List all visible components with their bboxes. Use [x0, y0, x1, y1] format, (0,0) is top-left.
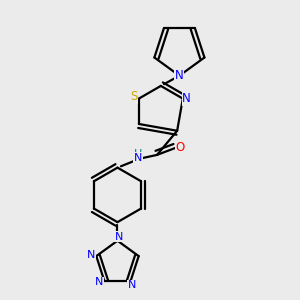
Text: N: N	[95, 277, 103, 287]
Text: N: N	[175, 69, 184, 82]
Text: N: N	[115, 232, 123, 242]
Text: N: N	[134, 153, 142, 163]
Text: N: N	[128, 280, 136, 290]
Text: H: H	[134, 149, 142, 159]
Text: N: N	[182, 92, 191, 105]
Text: O: O	[175, 141, 184, 154]
Text: S: S	[130, 90, 138, 103]
Text: N: N	[87, 250, 95, 260]
